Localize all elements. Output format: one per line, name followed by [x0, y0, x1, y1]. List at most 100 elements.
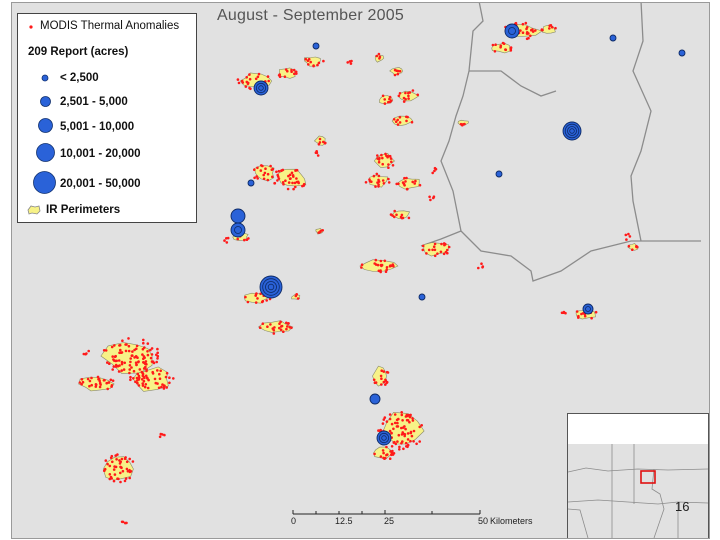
thermal-anomaly-dot — [418, 183, 422, 187]
thermal-anomaly-dot — [172, 377, 175, 380]
thermal-anomaly-dot — [129, 378, 132, 382]
thermal-anomaly-dot — [135, 344, 139, 348]
thermal-anomaly-dot — [463, 122, 466, 126]
thermal-anomaly-dot — [590, 316, 593, 320]
thermal-anomaly-dot — [395, 182, 399, 186]
thermal-anomaly-dot — [386, 154, 389, 158]
thermal-anomaly-dot — [521, 31, 525, 34]
thermal-anomaly-dot — [302, 182, 306, 186]
thermal-anomaly-dot — [529, 34, 532, 38]
thermal-anomaly-dot — [134, 380, 137, 384]
thermal-anomaly-dot — [414, 179, 417, 183]
thermal-anomaly-dot — [127, 349, 131, 353]
thermal-anomaly-dot — [119, 466, 123, 469]
thermal-anomaly-dot — [128, 364, 132, 367]
thermal-anomaly-dot — [144, 360, 148, 363]
thermal-anomaly-dot — [389, 157, 393, 160]
thermal-anomaly-dot — [400, 411, 404, 414]
thermal-anomaly-dot — [237, 81, 241, 85]
thermal-anomaly-dot — [273, 326, 276, 329]
thermal-anomaly-dot — [434, 167, 438, 171]
thermal-anomaly-dot — [136, 372, 140, 376]
thermal-anomaly-dot — [120, 520, 124, 524]
thermal-anomaly-dot — [81, 380, 85, 384]
thermal-anomaly-dot — [427, 248, 431, 252]
thermal-anomaly-dot — [124, 477, 128, 480]
thermal-anomaly-dot — [168, 376, 171, 380]
thermal-anomaly-dot — [129, 375, 132, 379]
thermal-anomaly-dot — [391, 449, 394, 453]
thermal-anomaly-dot — [161, 433, 164, 436]
thermal-anomaly-dot — [269, 323, 272, 326]
thermal-anomaly-dot — [80, 378, 84, 381]
thermal-anomaly-dot — [577, 316, 580, 319]
boundary-line-1 — [440, 3, 701, 282]
thermal-anomaly-dot — [410, 434, 414, 438]
thermal-anomaly-dot — [447, 245, 451, 249]
thermal-anomaly-dot — [387, 177, 390, 181]
thermal-anomaly-dot — [109, 378, 113, 382]
thermal-anomaly-dot — [405, 176, 408, 180]
size-class-1-swatch — [41, 74, 49, 82]
ir-perimeter-10 — [313, 135, 326, 146]
thermal-anomaly-dot — [254, 301, 258, 304]
thermal-anomaly-dot — [292, 68, 296, 72]
thermal-anomaly-dot — [142, 338, 145, 342]
thermal-anomaly-dot — [548, 27, 551, 30]
thermal-anomaly-dot — [346, 61, 350, 64]
thermal-anomaly-dot — [398, 445, 401, 449]
thermal-anomaly-dot — [113, 465, 116, 468]
thermal-anomaly-dot — [293, 181, 297, 185]
fire-report-circle — [369, 393, 381, 405]
thermal-anomaly-dot — [403, 176, 406, 180]
thermal-anomaly-dot — [504, 48, 508, 52]
thermal-anomaly-dot — [102, 379, 106, 382]
thermal-anomaly-dot — [271, 175, 274, 179]
thermal-anomaly-dot — [446, 248, 449, 252]
thermal-anomaly-dot — [391, 164, 395, 167]
thermal-anomaly-dot — [286, 69, 289, 73]
thermal-anomaly-dot — [514, 21, 518, 25]
thermal-anomaly-dot — [383, 416, 387, 419]
thermal-anomaly-dot — [395, 213, 398, 217]
thermal-anomaly-dot — [110, 385, 113, 388]
thermal-anomaly-dot — [113, 473, 117, 476]
thermal-anomaly-dot — [112, 479, 116, 483]
perimeter-swatch — [27, 205, 41, 215]
thermal-anomaly-dot — [110, 454, 114, 458]
scale-tick-12-5: 12.5 — [335, 516, 353, 526]
thermal-anomaly-dot — [436, 252, 439, 255]
thermal-anomaly-dot — [418, 425, 422, 429]
thermal-anomaly-dot — [392, 118, 396, 121]
thermal-anomaly-dot — [124, 349, 128, 353]
thermal-anomaly-dot — [396, 118, 400, 122]
thermal-anomaly-dot — [379, 455, 383, 458]
thermal-anomaly-dot — [402, 426, 405, 429]
size-class-1-label: < 2,500 — [60, 72, 99, 84]
thermal-anomaly-dot — [117, 359, 121, 362]
thermal-anomaly-dot — [103, 469, 106, 473]
fire-report-ring — [258, 85, 264, 91]
thermal-anomaly-dot — [384, 379, 388, 383]
thermal-anomaly-dot — [286, 187, 290, 191]
thermal-anomaly-dot — [146, 353, 150, 357]
thermal-anomaly-dot — [360, 263, 364, 267]
thermal-anomaly-dot — [163, 433, 166, 437]
thermal-anomaly-dot — [253, 168, 256, 171]
thermal-anomaly-dot — [380, 369, 384, 373]
thermal-anomaly-dot — [376, 154, 379, 157]
thermal-anomaly-dot — [144, 365, 147, 369]
thermal-anomaly-dot — [121, 469, 125, 473]
thermal-anomaly-dot — [442, 252, 446, 256]
thermal-anomaly-dot — [259, 169, 263, 172]
thermal-anomaly-dot — [117, 370, 121, 373]
thermal-anomaly-dot — [398, 69, 402, 73]
thermal-anomaly-dot — [411, 180, 415, 184]
thermal-anomaly-dot — [316, 154, 320, 157]
thermal-anomaly-dot — [262, 173, 265, 177]
thermal-anomaly-dot — [125, 460, 129, 464]
thermal-anomaly-dot — [393, 421, 397, 425]
thermal-anomaly-dot — [461, 123, 464, 127]
thermal-anomaly-dot — [276, 173, 280, 177]
thermal-anomaly-dot — [627, 232, 630, 236]
